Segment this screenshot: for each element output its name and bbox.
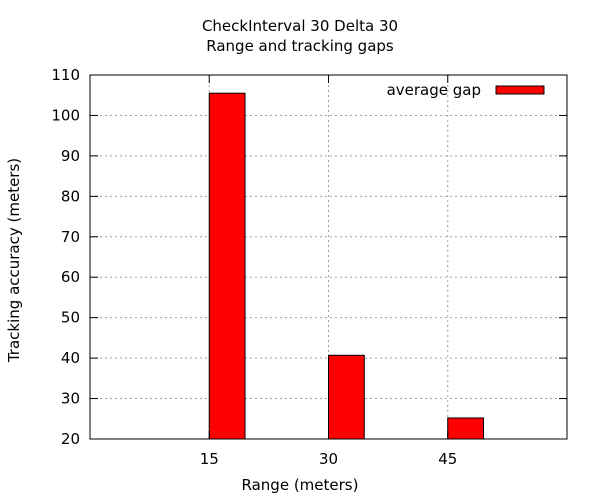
legend-label: average gap [387, 81, 481, 99]
y-tick-label: 100 [51, 106, 80, 124]
ticks: 20 30 40 50 60 70 80 90 100 110 15 30 45 [51, 66, 567, 468]
chart-subtitle: Range and tracking gaps [206, 37, 394, 55]
bar-30 [328, 354, 365, 440]
y-tick-label: 110 [51, 66, 80, 84]
y-tick-label: 70 [61, 228, 80, 246]
y-tick-label: 60 [61, 268, 80, 286]
bar-15 [208, 92, 246, 440]
legend-swatch [495, 85, 545, 95]
y-tick-label: 20 [61, 430, 80, 448]
x-axis-label: Range (meters) [241, 476, 359, 494]
bar-45 [447, 417, 485, 440]
y-tick-label: 80 [61, 187, 80, 205]
y-axis-label: Tracking accuracy (meters) [5, 157, 23, 363]
y-tick-label: 40 [61, 349, 80, 367]
x-tick-label: 30 [319, 450, 338, 468]
x-tick-label: 15 [200, 450, 219, 468]
chart-title: CheckInterval 30 Delta 30 [201, 17, 399, 35]
legend: average gap [387, 81, 545, 99]
y-tick-label: 90 [61, 147, 80, 165]
bars [208, 92, 485, 440]
x-tick-label: 45 [438, 450, 457, 468]
y-tick-label: 30 [61, 390, 80, 408]
y-tick-label: 50 [61, 309, 80, 327]
